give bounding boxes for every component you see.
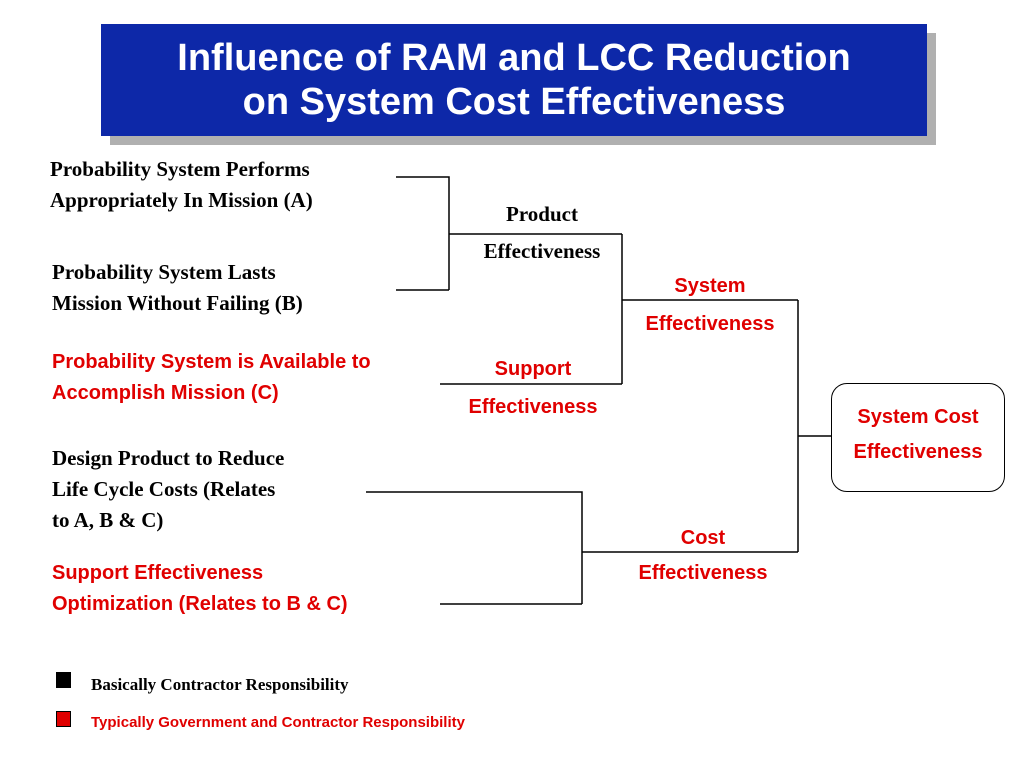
connector-a [396,176,450,290]
title-line-2: on System Cost Effectiveness [242,81,786,123]
node-product-line-2: Effectiveness [483,239,601,263]
input-a-line-1: Probability System Performs [50,157,310,181]
node-system-line-1: System [674,275,746,297]
input-e-line-2: Optimization (Relates to B & C) [52,593,348,615]
input-d: Design Product to Reduce Life Cycle Cost… [52,443,284,536]
node-cost-line-1: Cost [680,527,726,549]
node-system-cost-effectiveness: System Cost Effectiveness [833,400,1003,470]
node-result-line-1: System Cost [857,406,979,428]
result-box [831,383,1005,492]
connector-d [366,491,583,604]
node-result-line-2: Effectiveness [853,441,983,463]
node-support-effectiveness: Support Effectiveness [447,350,619,426]
slide-title: Influence of RAM and LCC Reduction on Sy… [101,24,927,136]
node-cost-line-2: Effectiveness [638,562,768,584]
legend-red-label: Typically Government and Contractor Resp… [91,714,465,731]
legend-black-swatch [56,672,71,688]
input-d-line-3: to A, B & C) [52,508,164,532]
input-d-line-1: Design Product to Reduce [52,446,285,470]
node-system-effectiveness: System Effectiveness [625,267,795,343]
input-a: Probability System Performs Appropriatel… [50,154,313,216]
node-system-line-2: Effectiveness [645,313,775,335]
input-e: Support Effectiveness Optimization (Rela… [52,558,348,620]
node-cost-effectiveness: Cost Effectiveness [617,521,789,591]
input-a-line-2: Appropriately In Mission (A) [50,188,313,212]
node-support-line-2: Effectiveness [468,396,598,418]
legend-black-label: Basically Contractor Responsibility [91,675,349,694]
legend-red-swatch [56,711,71,727]
node-support-line-1: Support [494,358,572,380]
node-product-line-1: Product [506,202,578,226]
input-b-line-2: Mission Without Failing (B) [52,291,303,315]
input-c-line-2: Accomplish Mission (C) [52,382,279,404]
input-c: Probability System is Available to Accom… [52,347,371,409]
input-b-line-1: Probability System Lasts [52,260,276,284]
input-e-line-1: Support Effectiveness [52,562,264,584]
input-c-line-1: Probability System is Available to [52,351,371,373]
input-d-line-2: Life Cycle Costs (Relates [52,477,276,501]
input-b: Probability System Lasts Mission Without… [52,257,303,319]
title-line-1: Influence of RAM and LCC Reduction [177,37,851,79]
node-product-effectiveness: Product Effectiveness [462,196,622,270]
